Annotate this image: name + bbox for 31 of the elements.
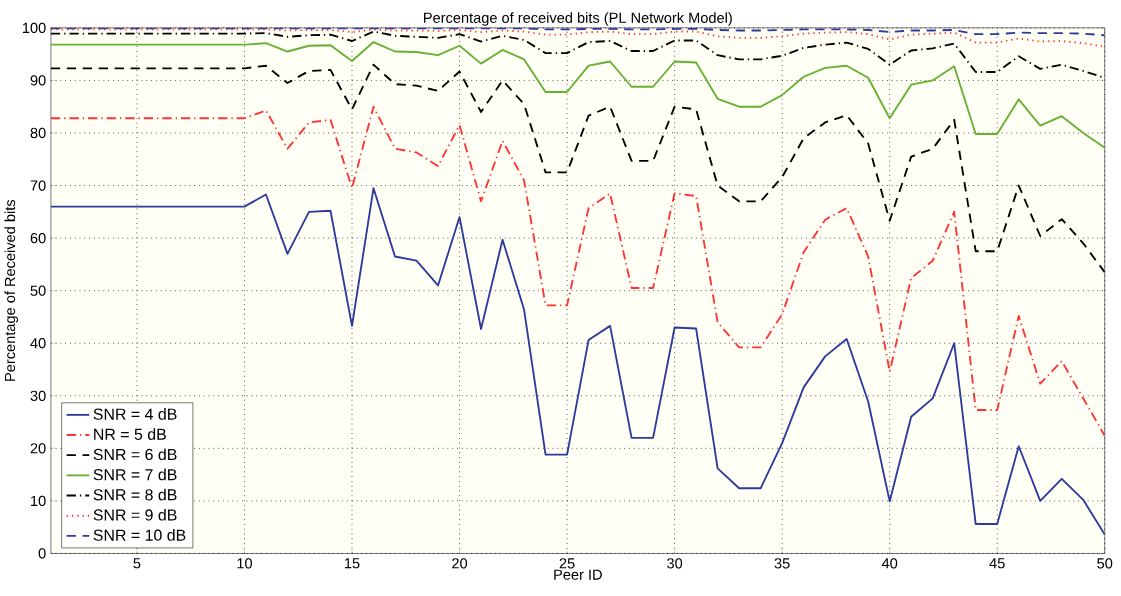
y-tick-label: 100 (22, 22, 46, 33)
x-tick-label: 35 (774, 558, 790, 569)
legend-label: SNR = 7 dB (93, 468, 177, 481)
y-tick-label: 50 (30, 285, 46, 296)
y-tick-label: 80 (30, 127, 46, 139)
chart-title: Percentage of received bits (PL Network Model) (424, 12, 732, 26)
x-tick-label: 25 (559, 558, 575, 569)
x-tick-label: 50 (1097, 558, 1113, 569)
y-tick-label: 40 (30, 337, 46, 349)
y-tick-label: 20 (30, 443, 46, 454)
y-tick-label: 10 (31, 495, 46, 506)
y-tick-label: 90 (30, 75, 46, 86)
y-tick-label: 30 (30, 390, 46, 401)
x-axis-title: Peer ID (554, 569, 602, 580)
y-tick-label: 60 (30, 232, 46, 244)
legend-label: SNR = 10 dB (93, 528, 186, 541)
legend-label: SNR = 9 dB (93, 508, 177, 521)
x-tick-label: 10 (237, 558, 252, 569)
legend-label: SNR = 6 dB (93, 448, 177, 460)
y-tick-label: 70 (30, 180, 46, 191)
x-tick-label: 15 (344, 558, 360, 569)
y-tick-label: 0 (38, 548, 46, 559)
x-tick-label: 45 (989, 558, 1005, 569)
y-axis-title: Percentage of Received bits (4, 199, 19, 381)
legend-label: NR = 5 dB (94, 428, 166, 440)
x-tick-label: 20 (452, 558, 468, 569)
legend-label: SNR = 8 dB (93, 488, 177, 501)
legend-label: SNR = 4 dB (93, 407, 177, 420)
x-tick-label: 30 (667, 558, 683, 569)
x-tick-label: 40 (881, 558, 898, 569)
x-tick-label: 5 (133, 558, 141, 569)
